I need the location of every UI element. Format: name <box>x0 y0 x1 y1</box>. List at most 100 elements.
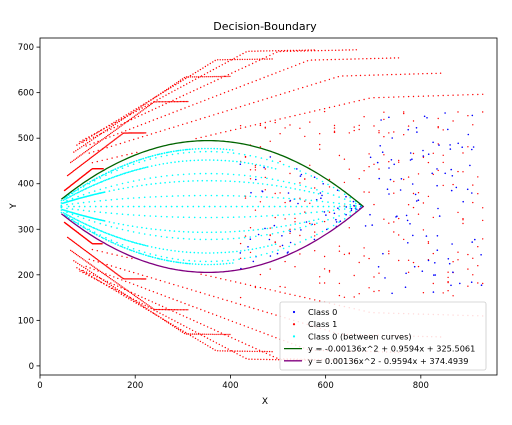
class0-between-point <box>145 227 148 230</box>
class1-point <box>161 308 164 311</box>
class1-point <box>85 265 87 268</box>
class0-between-point <box>310 236 313 238</box>
class1-point <box>378 96 380 99</box>
class1-point <box>289 293 291 295</box>
class1-point <box>202 342 204 344</box>
class1-point <box>249 227 252 229</box>
class1-point <box>75 157 78 159</box>
class0-between-point <box>238 216 240 218</box>
class1-point <box>94 153 97 156</box>
class0-between-point <box>305 185 307 188</box>
class1-point <box>244 66 247 68</box>
class1-point <box>139 111 142 113</box>
class1-point <box>142 104 144 107</box>
class1-point <box>119 275 121 277</box>
class0-between-point <box>126 171 128 174</box>
class1-point <box>210 134 212 136</box>
class0-between-point <box>79 186 82 189</box>
class0-between-point <box>316 211 318 213</box>
class0-between-point <box>132 180 135 182</box>
class0-between-point <box>116 198 118 201</box>
class1-point <box>229 333 231 336</box>
class0-between-point <box>116 169 118 172</box>
class1-point <box>92 274 95 276</box>
class1-point <box>100 129 103 131</box>
class0-between-point <box>205 252 207 254</box>
class0-between-point <box>154 164 157 167</box>
class0-between-point <box>232 195 235 197</box>
class0-between-point <box>82 189 85 191</box>
class0-between-point <box>349 214 352 217</box>
class0-between-point <box>274 168 277 170</box>
class1-point <box>279 118 281 120</box>
class0-between-point <box>294 223 297 225</box>
class0-between-point <box>138 205 140 208</box>
class1-point <box>350 75 353 77</box>
class0-between-point <box>131 186 134 188</box>
class1-point <box>103 283 105 285</box>
class0-between-point <box>299 184 302 186</box>
class0-between-point <box>112 234 114 237</box>
class1-point <box>203 333 205 335</box>
class1-point <box>189 81 191 84</box>
class1-point <box>407 125 410 127</box>
class1-point <box>338 282 341 285</box>
class0-between-point <box>299 212 302 215</box>
class0-between-point <box>170 249 172 252</box>
class0-between-point <box>127 224 129 227</box>
class1-point <box>358 293 360 295</box>
class0-between-point <box>140 253 142 255</box>
class1-point <box>147 304 149 306</box>
class0-between-point <box>154 154 156 156</box>
class1-point <box>482 111 484 113</box>
class0-between-point <box>75 189 77 192</box>
class0-between-point <box>70 216 72 218</box>
class0-point <box>400 178 403 180</box>
class0-between-point <box>138 179 140 181</box>
class1-point <box>289 232 291 234</box>
class1-point <box>99 270 102 273</box>
class1-point <box>130 112 132 115</box>
class1-point <box>177 80 180 83</box>
class0-between-point <box>132 197 135 199</box>
class1-point <box>241 58 244 61</box>
class0-between-point <box>140 158 142 160</box>
class1-point <box>399 73 402 76</box>
class0-point <box>335 218 337 221</box>
x-tick-label: 600 <box>318 381 334 391</box>
class0-between-point <box>316 200 318 202</box>
class1-point <box>254 124 257 126</box>
class0-between-point <box>138 243 141 245</box>
class1-point <box>437 143 439 145</box>
class0-between-point <box>132 231 135 233</box>
class1-point <box>211 76 213 78</box>
class1-point <box>81 247 84 250</box>
class1-point <box>244 305 246 307</box>
class1-point <box>106 158 108 160</box>
class1-point <box>151 307 153 309</box>
class0-between-point <box>101 230 103 233</box>
class0-between-point <box>88 219 90 221</box>
class1-point <box>117 285 119 287</box>
class1-point <box>279 285 281 288</box>
class0-point <box>434 262 436 264</box>
class0-between-point <box>70 192 73 195</box>
class1-point <box>289 49 292 52</box>
class1-point <box>175 327 178 329</box>
class1-point <box>259 146 262 148</box>
class1-point <box>75 253 78 256</box>
class0-between-point <box>266 177 268 180</box>
class0-between-point <box>166 215 168 218</box>
class1-point <box>239 296 242 299</box>
class1-point <box>115 272 117 275</box>
class0-between-point <box>194 148 197 150</box>
class1-point <box>96 135 99 137</box>
class1-point <box>363 98 365 101</box>
class1-point <box>161 101 164 103</box>
class1-point <box>140 124 143 126</box>
class1-point <box>142 306 145 309</box>
class1-point <box>427 241 430 243</box>
class1-point <box>184 331 187 334</box>
class1-point <box>269 354 271 356</box>
class1-point <box>80 247 83 249</box>
